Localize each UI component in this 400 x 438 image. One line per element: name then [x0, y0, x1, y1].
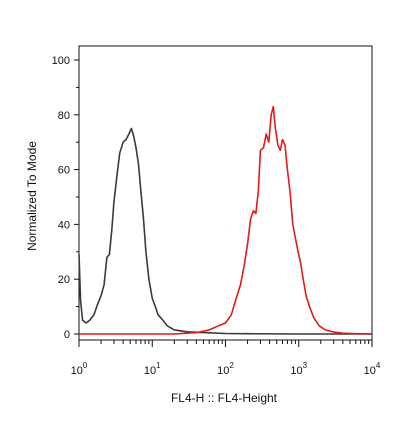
- plot-frame: [78, 45, 373, 341]
- x-tick-base: 10: [71, 365, 83, 377]
- x-tick-label: 102: [217, 361, 234, 377]
- x-tick-label: 104: [364, 361, 381, 377]
- y-axis-title: Normalized To Mode: [25, 141, 39, 251]
- x-tick-base: 10: [290, 365, 302, 377]
- x-tick-exponent: 0: [83, 361, 88, 370]
- plot-border: [78, 45, 373, 341]
- x-axis-title: FL4-H :: FL4-Height: [171, 391, 278, 405]
- x-tick-exponent: 1: [156, 361, 161, 370]
- y-tick-label: 40: [58, 219, 70, 231]
- histogram-line-series-2: [79, 105, 373, 335]
- x-tick-label: 103: [290, 361, 307, 377]
- x-tick-exponent: 3: [303, 361, 308, 370]
- y-axis-ticks: 0 20 40 60 80 100: [52, 55, 79, 341]
- y-tick-label: 100: [52, 55, 70, 67]
- x-tick-base: 10: [144, 365, 156, 377]
- series-layer: [78, 105, 373, 335]
- x-tick-base: 10: [364, 365, 376, 377]
- x-tick-base: 10: [217, 365, 229, 377]
- y-tick-label: 0: [64, 329, 70, 341]
- x-tick-label: 101: [144, 361, 161, 377]
- x-tick-label: 100: [71, 361, 88, 377]
- x-tick-exponent: 4: [376, 361, 381, 370]
- y-tick-label: 60: [58, 165, 70, 177]
- x-axis-ticks: 100 101 102 103 104: [71, 340, 381, 377]
- x-tick-exponent: 2: [229, 361, 234, 370]
- histogram-line-series-1: [78, 127, 372, 335]
- y-tick-label: 20: [58, 274, 70, 286]
- y-tick-label: 80: [58, 110, 70, 122]
